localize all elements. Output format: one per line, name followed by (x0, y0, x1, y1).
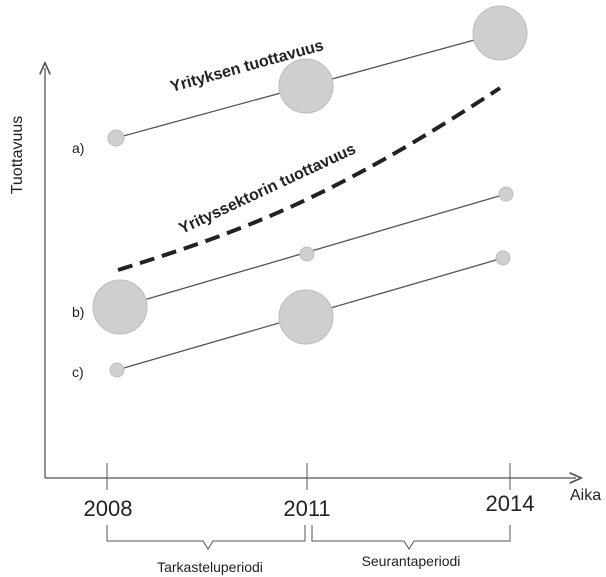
label-c: c) (72, 364, 84, 380)
year-2014: 2014 (486, 491, 535, 516)
y-axis-label: Tuottavuus (9, 116, 26, 195)
label-b: b) (72, 304, 84, 320)
year-2008: 2008 (84, 496, 133, 521)
period-tarkasteluperiodi: Tarkasteluperiodi (157, 559, 263, 575)
circle-c-2008 (109, 362, 125, 378)
circle-a-2014 (472, 5, 528, 61)
circle-c-2011 (278, 289, 334, 345)
brace-seurantaperiodi (311, 525, 511, 550)
circle-b-2011 (299, 246, 315, 262)
circle-c-2014 (495, 250, 511, 266)
year-2011: 2011 (283, 496, 330, 521)
brace-tarkasteluperiodi (106, 525, 306, 550)
circle-a-2011 (278, 58, 334, 114)
label-a: a) (72, 140, 84, 156)
sector-productivity-label: Yrityssektorin tuottavuus (177, 141, 359, 238)
circle-b-2014 (498, 186, 514, 202)
sector-productivity-curve (117, 86, 502, 272)
circle-b-2008 (92, 279, 148, 335)
x-axis-label: Aika (570, 487, 601, 504)
period-seurantaperiodi: Seurantaperiodi (362, 553, 461, 569)
circle-a-2008 (107, 129, 125, 147)
